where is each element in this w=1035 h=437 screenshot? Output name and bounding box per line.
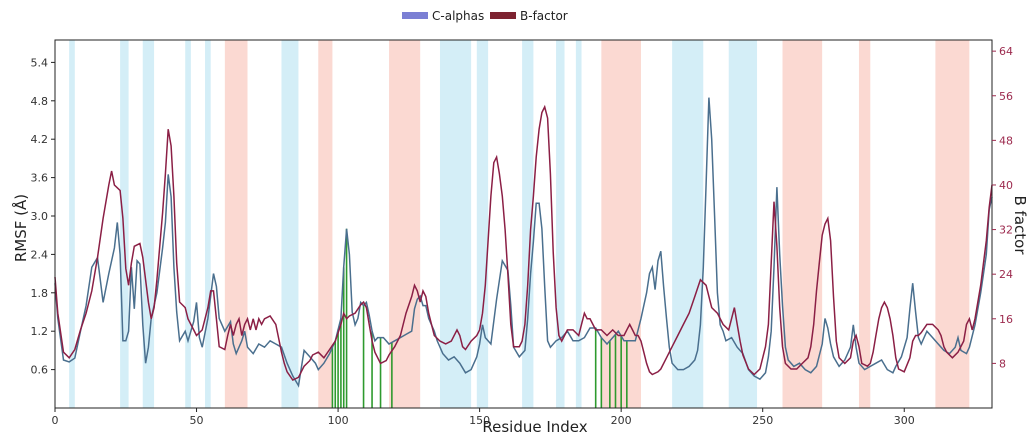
- helix-band-10: [575, 40, 582, 408]
- strand-band-2: [389, 40, 421, 408]
- legend-swatch-c-alphas: [402, 12, 428, 19]
- series-line-b-factor: [54, 104, 993, 382]
- y-tick-label: 4.2: [31, 133, 49, 146]
- y-tick-label: 2.4: [31, 248, 49, 261]
- y2-axis-title: B factor: [1011, 195, 1029, 255]
- helix-band-12: [728, 40, 758, 408]
- x-axis-title: Residue Index: [482, 418, 587, 436]
- y2-tick-label: 24: [999, 268, 1013, 281]
- x-tick-label: 200: [611, 414, 632, 427]
- y-tick-label: 4.8: [31, 95, 49, 108]
- y2-tick-label: 16: [999, 313, 1013, 326]
- helix-band-0: [69, 40, 75, 408]
- legend-label-c-alphas: C-alphas: [432, 9, 484, 23]
- y2-tick-label: 32: [999, 224, 1013, 237]
- y2-tick-label: 8: [999, 357, 1006, 370]
- plot-frame: [54, 39, 993, 409]
- x-axis-ticks: 0 50 100 150 200 250 300: [52, 408, 915, 427]
- helix-band-8: [522, 40, 534, 408]
- helix-band-5: [281, 40, 299, 408]
- strand-band-1: [318, 40, 333, 408]
- y2-tick-label: 56: [999, 90, 1013, 103]
- legend-label-b-factor: B-factor: [520, 9, 568, 23]
- helix-band-9: [556, 40, 565, 408]
- x-tick-label: 300: [894, 414, 915, 427]
- y-axis-ticks: 0.6 1.2 1.8 2.4 3.0 3.6 4.2 4.8 5.4: [31, 56, 55, 377]
- y2-tick-label: 48: [999, 134, 1013, 147]
- helix-band-6: [439, 40, 472, 408]
- x-tick-label: 100: [328, 414, 349, 427]
- y-tick-label: 1.2: [31, 325, 49, 338]
- strand-band-4: [782, 40, 823, 408]
- y-tick-label: 1.8: [31, 287, 49, 300]
- strand-band-5: [858, 40, 871, 408]
- contact-markers: [331, 228, 628, 408]
- helix-band-4: [205, 40, 211, 408]
- y-axis-title: RMSF (Å): [11, 194, 30, 262]
- helix-band-11: [672, 40, 704, 408]
- helix-band-3: [185, 40, 191, 408]
- x-tick-label: 50: [190, 414, 204, 427]
- strand-band-0: [224, 40, 248, 408]
- secondary-structure-bands: [69, 40, 970, 408]
- y2-tick-label: 40: [999, 179, 1013, 192]
- legend-swatch-b-factor: [490, 12, 516, 19]
- legend: C-alphas B-factor: [402, 9, 568, 23]
- x-tick-label: 0: [52, 414, 59, 427]
- y2-axis-ticks: 8 16 24 32 40 48 56 64: [992, 45, 1013, 370]
- y-tick-label: 3.6: [31, 172, 49, 185]
- y-tick-label: 5.4: [31, 56, 49, 69]
- y-tick-label: 3.0: [31, 210, 49, 223]
- x-tick-label: 150: [469, 414, 490, 427]
- y2-tick-label: 64: [999, 45, 1013, 58]
- helix-band-7: [476, 40, 489, 408]
- helix-band-1: [120, 40, 129, 408]
- y-tick-label: 0.6: [31, 364, 49, 377]
- helix-band-2: [142, 40, 155, 408]
- x-tick-label: 250: [752, 414, 773, 427]
- series-line-c-alphas: [54, 97, 993, 388]
